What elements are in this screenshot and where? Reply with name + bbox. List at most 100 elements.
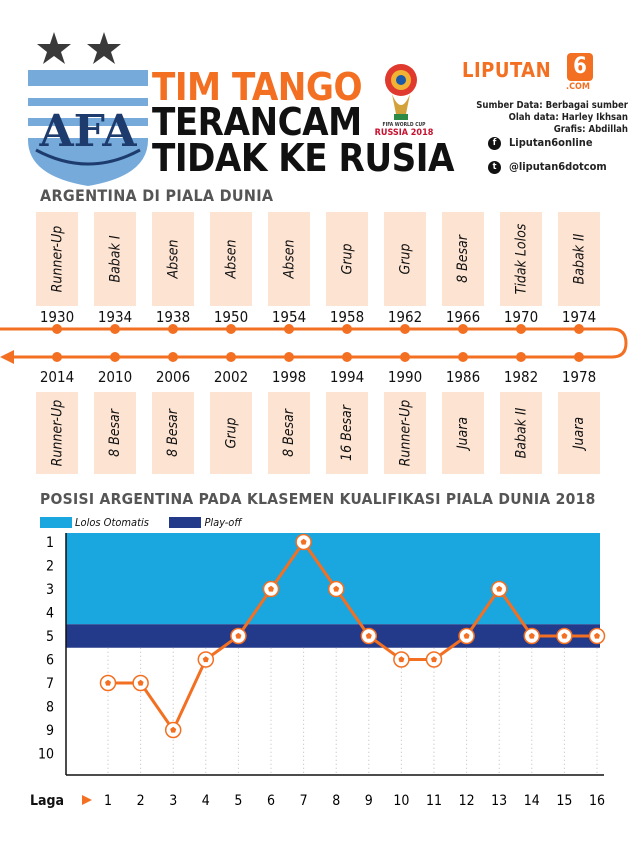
data-point-football-icon [458,627,475,645]
timeline-year: 1938 [155,308,191,326]
timeline-result-box: Tidak Lolos [500,212,542,306]
credits: Sumber Data: Berbagai sumber Olah data: … [476,100,628,136]
data-point-football-icon [425,651,443,668]
timeline-result-box: 16 Besar [326,392,368,474]
title-line-3: TIDAK KE RUSIA [152,136,454,180]
twitter-handle: t @liputan6dotcom [488,160,607,174]
timeline-dot [342,352,352,362]
timeline-year: 1974 [561,308,597,326]
timeline-dot [52,324,62,334]
x-tick-label: 3 [169,793,177,809]
data-point-football-icon [490,580,508,598]
timeline-result-label: Absen [222,239,239,279]
credit-source: Sumber Data: Berbagai sumber [476,100,628,111]
timeline-result-label: Absen [280,239,297,279]
timeline-result-box: Grup [326,212,368,306]
timeline-dot [458,324,468,334]
timeline-result-box: Juara [442,392,484,474]
legend-swatch-auto [40,517,72,528]
timeline-result-label: Tidak Lolos [512,223,529,295]
x-tick-label: 11 [426,793,442,809]
y-tick-label: 1 [46,535,54,551]
timeline-result-label: 16 Besar [338,405,355,461]
timeline-dot [342,324,352,334]
timeline-result-box: Grup [210,392,252,474]
timeline-result-label: Grup [222,417,239,449]
timeline-result-label: Juara [455,416,472,450]
legend-label-playoff: Play-off [204,516,242,529]
timeline-year: 1958 [329,308,365,326]
x-tick-label: 14 [524,793,540,809]
timeline-year: 1998 [271,368,307,386]
data-point-football-icon [230,627,247,645]
x-tick-label: 16 [589,793,605,809]
world-cup-timeline: Runner-Up 1930 Babak I 1934 Absen 1938 Absen 19… [0,212,628,474]
timeline-year: 1954 [271,308,307,326]
facebook-handle: f Liputan6online [488,136,593,150]
x-tick-label: 5 [234,793,242,809]
afa-crest-logo: AFA [28,32,148,186]
timeline-year: 2014 [39,368,75,386]
credit-graphics: Grafis: Abdillah [553,124,628,135]
timeline-dot [574,352,584,362]
timeline-dot [400,352,410,362]
timeline-result-box: Babak II [558,212,600,306]
world-cup-logo-text: FIFA WORLD CUP RUSSIA 2018 [374,122,434,138]
timeline-year: 1966 [445,308,481,326]
data-point-football-icon [327,580,345,598]
timeline-dot [226,352,236,362]
y-tick-label: 3 [46,582,54,598]
timeline-dot [458,352,468,362]
timeline-year: 1934 [97,308,133,326]
data-point-football-icon [164,721,182,739]
timeline-dot [52,352,62,362]
timeline-result-label: Juara [571,416,588,450]
series-line [108,539,597,734]
timeline-result-box: Runner-Up [36,392,78,474]
y-tick-label: 2 [46,559,54,575]
facebook-icon: f [488,136,501,150]
data-point-football-icon [393,651,410,668]
timeline-arrow-icon [0,350,14,364]
timeline-dot [168,324,178,334]
x-tick-label: 15 [556,793,572,809]
timeline-year: 1970 [503,308,539,326]
timeline-result-box: Absen [210,212,252,306]
timeline-dot [516,324,526,334]
y-tick-label: 4 [46,606,54,622]
data-point-football-icon [523,627,541,645]
x-tick-label: 6 [267,793,275,809]
timeline-result-label: Babak II [570,233,587,285]
timeline-title: ARGENTINA DI PIALA DUNIA [40,186,274,205]
timeline-dot [400,324,410,334]
y-tick-label: 9 [46,723,54,739]
band-play-off [66,624,600,648]
x-tick-label: 4 [202,793,210,809]
x-tick-label: 10 [393,793,409,809]
timeline-result-box: Runner-Up [36,212,78,306]
timeline-dot [574,324,584,334]
timeline-year: 2002 [213,368,249,386]
timeline-result-box: Babak II [500,392,542,474]
timeline-result-label: 8 Besar [280,409,297,457]
y-tick-label: 5 [46,629,54,645]
timeline-result-box: 8 Besar [152,392,194,474]
timeline-result-label: Runner-Up [396,399,413,467]
brand-domain: .COM [566,82,590,92]
timeline-year: 1986 [445,368,481,386]
timeline-dot [284,352,294,362]
data-point-football-icon [588,627,606,645]
timeline-dot [284,324,294,334]
timeline-result-label: Runner-Up [48,225,65,293]
timeline-result-label: Runner-Up [48,399,65,467]
timeline-dot [168,352,178,362]
data-point-football-icon [197,651,215,668]
timeline-result-label: 8 Besar [106,409,123,457]
data-point-football-icon [360,627,378,645]
timeline-result-label: Grup [396,243,413,275]
title-line-1: TIM TANGO [152,65,363,109]
timeline-dot [516,352,526,362]
x-axis-label: Laga [30,793,64,809]
brand-name: LIPUTAN [462,58,552,82]
